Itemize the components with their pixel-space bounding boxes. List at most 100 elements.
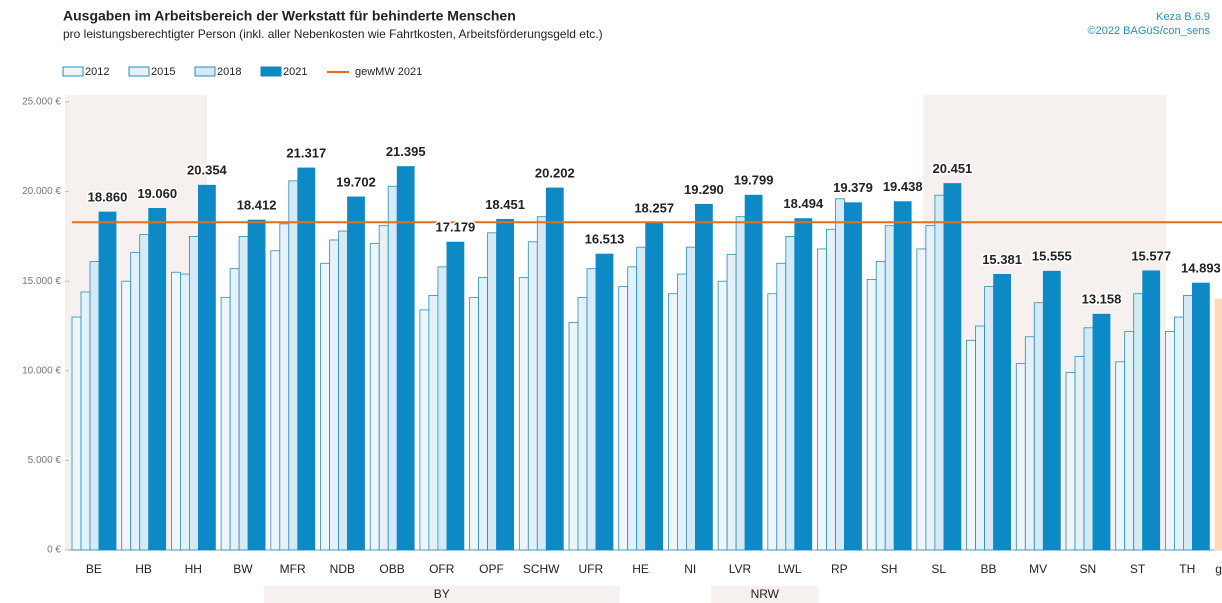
x-tick-label: LWL xyxy=(778,562,802,576)
legend-swatch xyxy=(194,66,216,77)
bar xyxy=(595,253,614,551)
y-tick-label: 20.000 € xyxy=(22,186,61,197)
bar xyxy=(744,194,763,551)
x-tick-label: HH xyxy=(185,562,202,576)
x-tick-label: HB xyxy=(135,562,152,576)
bar xyxy=(469,296,480,551)
legend-label: 2015 xyxy=(151,66,175,78)
bar xyxy=(419,309,430,551)
group-band xyxy=(711,586,819,603)
bar xyxy=(320,262,330,551)
bar xyxy=(1183,295,1193,551)
bar xyxy=(247,219,266,551)
bar xyxy=(121,280,132,551)
x-tick-label: TH xyxy=(1179,562,1195,576)
value-label: 15.381 xyxy=(982,252,1022,267)
value-label: 15.555 xyxy=(1032,249,1072,264)
x-tick-label: SCHW xyxy=(523,562,560,576)
x-tick-label: ST xyxy=(1130,562,1146,576)
bar xyxy=(785,235,796,551)
bar xyxy=(717,280,728,551)
bar xyxy=(545,187,564,551)
x-tick-label: NI xyxy=(684,562,696,576)
value-label: 20.202 xyxy=(535,165,575,180)
value-label: 18.860 xyxy=(88,189,128,204)
bar xyxy=(884,225,895,551)
bar xyxy=(220,296,231,551)
value-label: 19.290 xyxy=(684,182,724,197)
bar xyxy=(695,203,713,551)
bar xyxy=(279,223,290,551)
bar xyxy=(98,211,117,551)
bar xyxy=(1124,330,1135,551)
bar xyxy=(179,273,190,551)
x-tick-label: OBB xyxy=(379,562,404,576)
legend-swatch xyxy=(128,66,150,77)
source: Keza B.6.9 xyxy=(1156,11,1210,23)
value-label: 19.379 xyxy=(833,180,873,195)
bar xyxy=(80,291,91,551)
bar xyxy=(148,208,167,551)
bar xyxy=(197,184,216,551)
bar xyxy=(677,273,687,551)
x-tick-label: OPF xyxy=(479,562,504,576)
bar xyxy=(767,293,778,551)
y-tick-label: 5.000 € xyxy=(28,455,62,466)
value-label: 17.179 xyxy=(436,220,476,235)
bar xyxy=(536,216,547,551)
bar xyxy=(984,286,994,551)
bar xyxy=(925,225,936,551)
group-label: NRW xyxy=(751,587,780,601)
bar xyxy=(975,325,985,551)
chart-subtitle: pro leistungsberechtigter Person (inkl. … xyxy=(63,27,603,41)
bar xyxy=(577,296,588,551)
bar xyxy=(844,202,862,551)
x-tick-label: RP xyxy=(831,562,848,576)
bar xyxy=(1165,330,1175,551)
bar xyxy=(347,196,365,551)
source: ©2022 BAGüS/con_sens xyxy=(1088,25,1211,37)
value-label: 19.799 xyxy=(734,173,774,188)
bar xyxy=(428,295,439,551)
bar xyxy=(1115,361,1126,551)
bar xyxy=(1042,270,1061,551)
bar xyxy=(1074,356,1085,551)
x-tick-label: BB xyxy=(980,562,996,576)
x-tick-label: HE xyxy=(632,562,649,576)
y-tick-label: 0 € xyxy=(47,545,61,556)
bar xyxy=(1214,298,1222,551)
legend-label: 2012 xyxy=(85,66,109,78)
bar xyxy=(1142,270,1161,551)
bar xyxy=(139,234,150,551)
value-label: 18.257 xyxy=(634,200,674,215)
bar xyxy=(478,277,489,551)
bar xyxy=(618,286,629,551)
y-tick-label: 15.000 € xyxy=(22,276,61,287)
legend-swatch xyxy=(260,66,282,77)
group-label: BY xyxy=(434,587,450,601)
bar xyxy=(188,235,199,551)
bar xyxy=(1065,372,1076,551)
legend-label: 2021 xyxy=(283,66,307,78)
value-label: 18.451 xyxy=(485,197,525,212)
bar xyxy=(378,225,389,551)
x-tick-label: BE xyxy=(86,562,102,576)
bar xyxy=(396,166,415,551)
x-tick-label: LVR xyxy=(729,562,752,576)
bar xyxy=(369,243,380,551)
bar xyxy=(916,248,927,551)
bar xyxy=(437,266,448,551)
y-tick-label: 10.000 € xyxy=(22,365,61,376)
value-label: 21.395 xyxy=(386,144,426,159)
bar xyxy=(1192,282,1210,551)
x-tick-label: SL xyxy=(931,562,946,576)
bar xyxy=(288,180,299,551)
value-label: 20.451 xyxy=(933,161,973,176)
value-label: 19.702 xyxy=(336,174,376,189)
bar xyxy=(686,246,696,551)
bar xyxy=(735,216,746,551)
chart-title: Ausgaben im Arbeitsbereich der Werkstatt… xyxy=(63,8,516,24)
bar xyxy=(866,279,877,551)
bar xyxy=(329,239,339,551)
